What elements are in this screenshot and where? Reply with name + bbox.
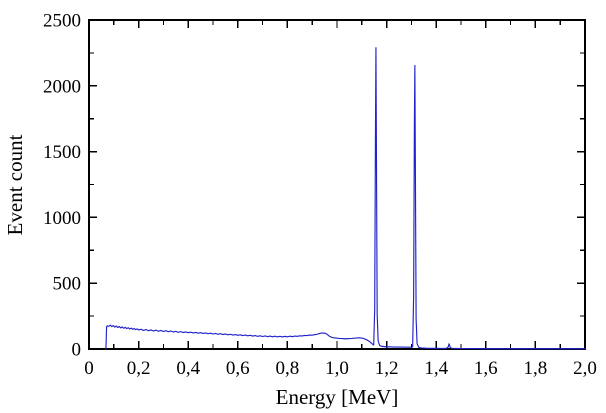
y-tick-label: 0 — [72, 340, 82, 361]
x-tick-label: 1,2 — [375, 358, 399, 379]
x-tick-label: 0,6 — [226, 358, 250, 379]
y-tick-label: 1500 — [43, 142, 81, 163]
x-tick-label: 1,0 — [325, 358, 349, 379]
x-tick-label: 1,8 — [524, 358, 548, 379]
y-axis-title: Event count — [3, 134, 27, 235]
x-tick-label: 0,4 — [176, 358, 200, 379]
x-tick-label: 1,6 — [474, 358, 498, 379]
x-tick-label: 0,2 — [127, 358, 151, 379]
spectrum-trace — [105, 47, 586, 350]
x-axis-title: Energy [MeV] — [276, 385, 399, 409]
x-tick-label: 0 — [84, 358, 94, 379]
x-tick-label: 2,0 — [573, 358, 597, 379]
y-tick-label: 2500 — [43, 11, 81, 32]
y-tick-label: 500 — [53, 274, 82, 295]
x-tick-label: 0,8 — [276, 358, 300, 379]
y-axis-tick-labels: 0 500 1000 1500 2000 2500 — [43, 11, 81, 361]
y-tick-label: 1000 — [43, 208, 81, 229]
x-tick-label: 1,4 — [424, 358, 448, 379]
plot-frame — [88, 19, 586, 350]
y-tick-label: 2000 — [43, 76, 81, 97]
x-axis-tick-labels: 0 0,2 0,4 0,6 0,8 1,0 1,2 1,4 1,6 1,8 2,0 — [84, 358, 597, 379]
